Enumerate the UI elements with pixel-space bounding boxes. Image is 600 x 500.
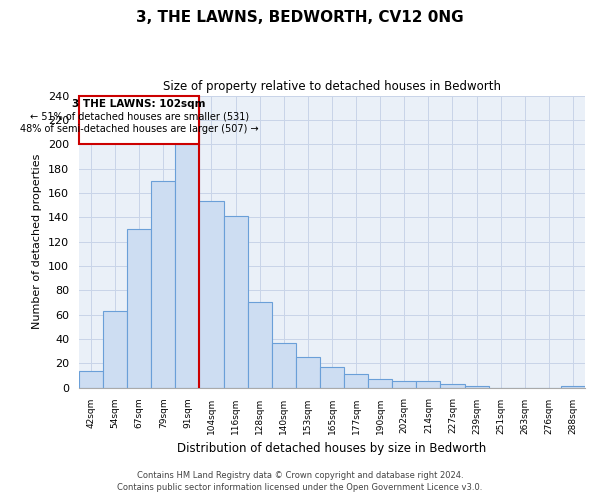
Bar	[320, 367, 344, 388]
Bar	[440, 384, 464, 388]
Y-axis label: Number of detached properties: Number of detached properties	[32, 154, 43, 329]
Text: ← 51% of detached houses are smaller (531): ← 51% of detached houses are smaller (53…	[29, 112, 249, 122]
Bar	[296, 357, 320, 388]
Bar	[464, 386, 488, 388]
Bar	[272, 342, 296, 388]
Bar	[127, 230, 151, 388]
Bar	[103, 311, 127, 388]
FancyBboxPatch shape	[79, 96, 199, 144]
Bar	[151, 180, 175, 388]
Bar	[368, 379, 392, 388]
Bar	[175, 144, 199, 388]
Bar	[248, 302, 272, 388]
Bar	[416, 382, 440, 388]
Text: 3, THE LAWNS, BEDWORTH, CV12 0NG: 3, THE LAWNS, BEDWORTH, CV12 0NG	[136, 10, 464, 25]
Text: 3 THE LAWNS: 102sqm: 3 THE LAWNS: 102sqm	[73, 99, 206, 109]
Text: 48% of semi-detached houses are larger (507) →: 48% of semi-detached houses are larger (…	[20, 124, 259, 134]
Title: Size of property relative to detached houses in Bedworth: Size of property relative to detached ho…	[163, 80, 501, 93]
Bar	[344, 374, 368, 388]
Bar	[392, 382, 416, 388]
X-axis label: Distribution of detached houses by size in Bedworth: Distribution of detached houses by size …	[178, 442, 487, 455]
Bar	[79, 370, 103, 388]
Bar	[561, 386, 585, 388]
Bar	[199, 202, 224, 388]
Bar	[224, 216, 248, 388]
Text: Contains HM Land Registry data © Crown copyright and database right 2024.
Contai: Contains HM Land Registry data © Crown c…	[118, 471, 482, 492]
